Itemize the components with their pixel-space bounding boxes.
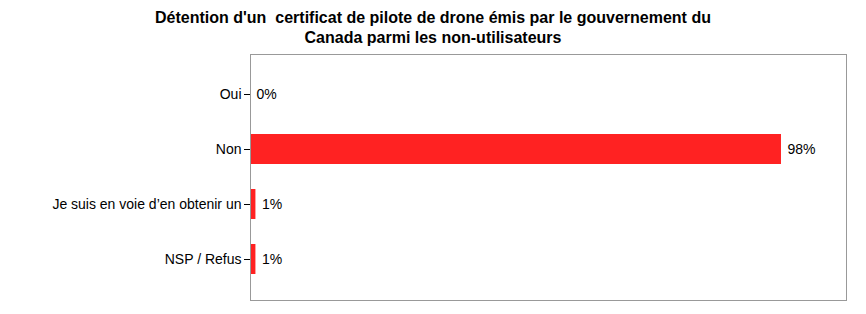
svg-text:1%: 1% <box>262 196 282 212</box>
svg-text:1%: 1% <box>262 251 282 267</box>
html-text:Détention d'un certificat de p: Détention d'un certificat de pilote de d… <box>155 9 711 46</box>
svg-text:98%: 98% <box>787 141 815 157</box>
svg-text:NSP / Refus: NSP / Refus <box>165 251 242 267</box>
svg-text:Oui: Oui <box>220 86 242 102</box>
svg-text:0%: 0% <box>257 86 277 102</box>
svg-text:Non: Non <box>216 141 242 157</box>
svg-text:Je suis en voie d’en obtenir u: Je suis en voie d’en obtenir un <box>52 196 241 212</box>
